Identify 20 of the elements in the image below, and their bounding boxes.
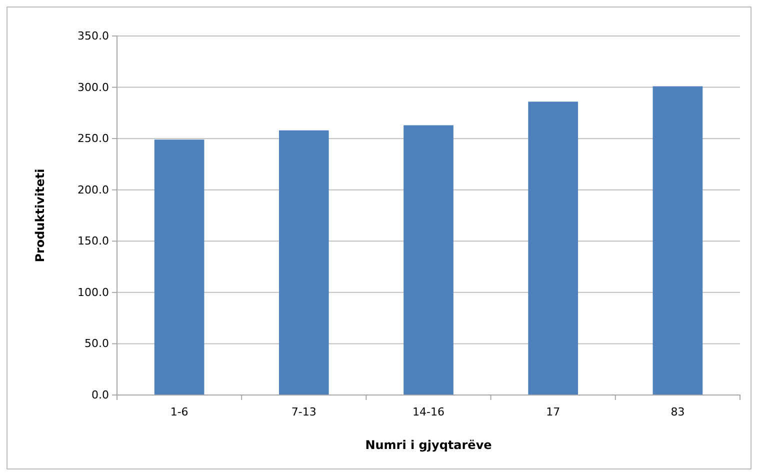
x-tick-label: 83 xyxy=(670,406,685,419)
y-tick-label: 300.0 xyxy=(78,80,109,94)
bar xyxy=(154,140,204,395)
y-tick-label: 100.0 xyxy=(78,286,109,299)
y-tick-label: 50.0 xyxy=(84,337,109,350)
x-tick-label: 17 xyxy=(546,406,560,419)
y-axis-title: Produktiviteti xyxy=(33,168,47,262)
x-tick-label: 1-6 xyxy=(170,406,188,419)
bar xyxy=(404,125,454,395)
y-tick-label: 250.0 xyxy=(78,132,109,146)
y-tick-label: 0.0 xyxy=(92,388,109,402)
x-axis-title: Numri i gjyqtarëve xyxy=(365,438,492,452)
y-tick-label: 350.0 xyxy=(78,30,109,43)
y-tick-label: 200.0 xyxy=(78,183,109,196)
bar xyxy=(278,130,329,395)
x-tick-label: 7-13 xyxy=(291,406,316,419)
y-tick-label: 150.0 xyxy=(78,234,109,248)
bar xyxy=(652,86,703,395)
x-tick-label: 14-16 xyxy=(412,406,444,419)
bar xyxy=(528,102,578,395)
